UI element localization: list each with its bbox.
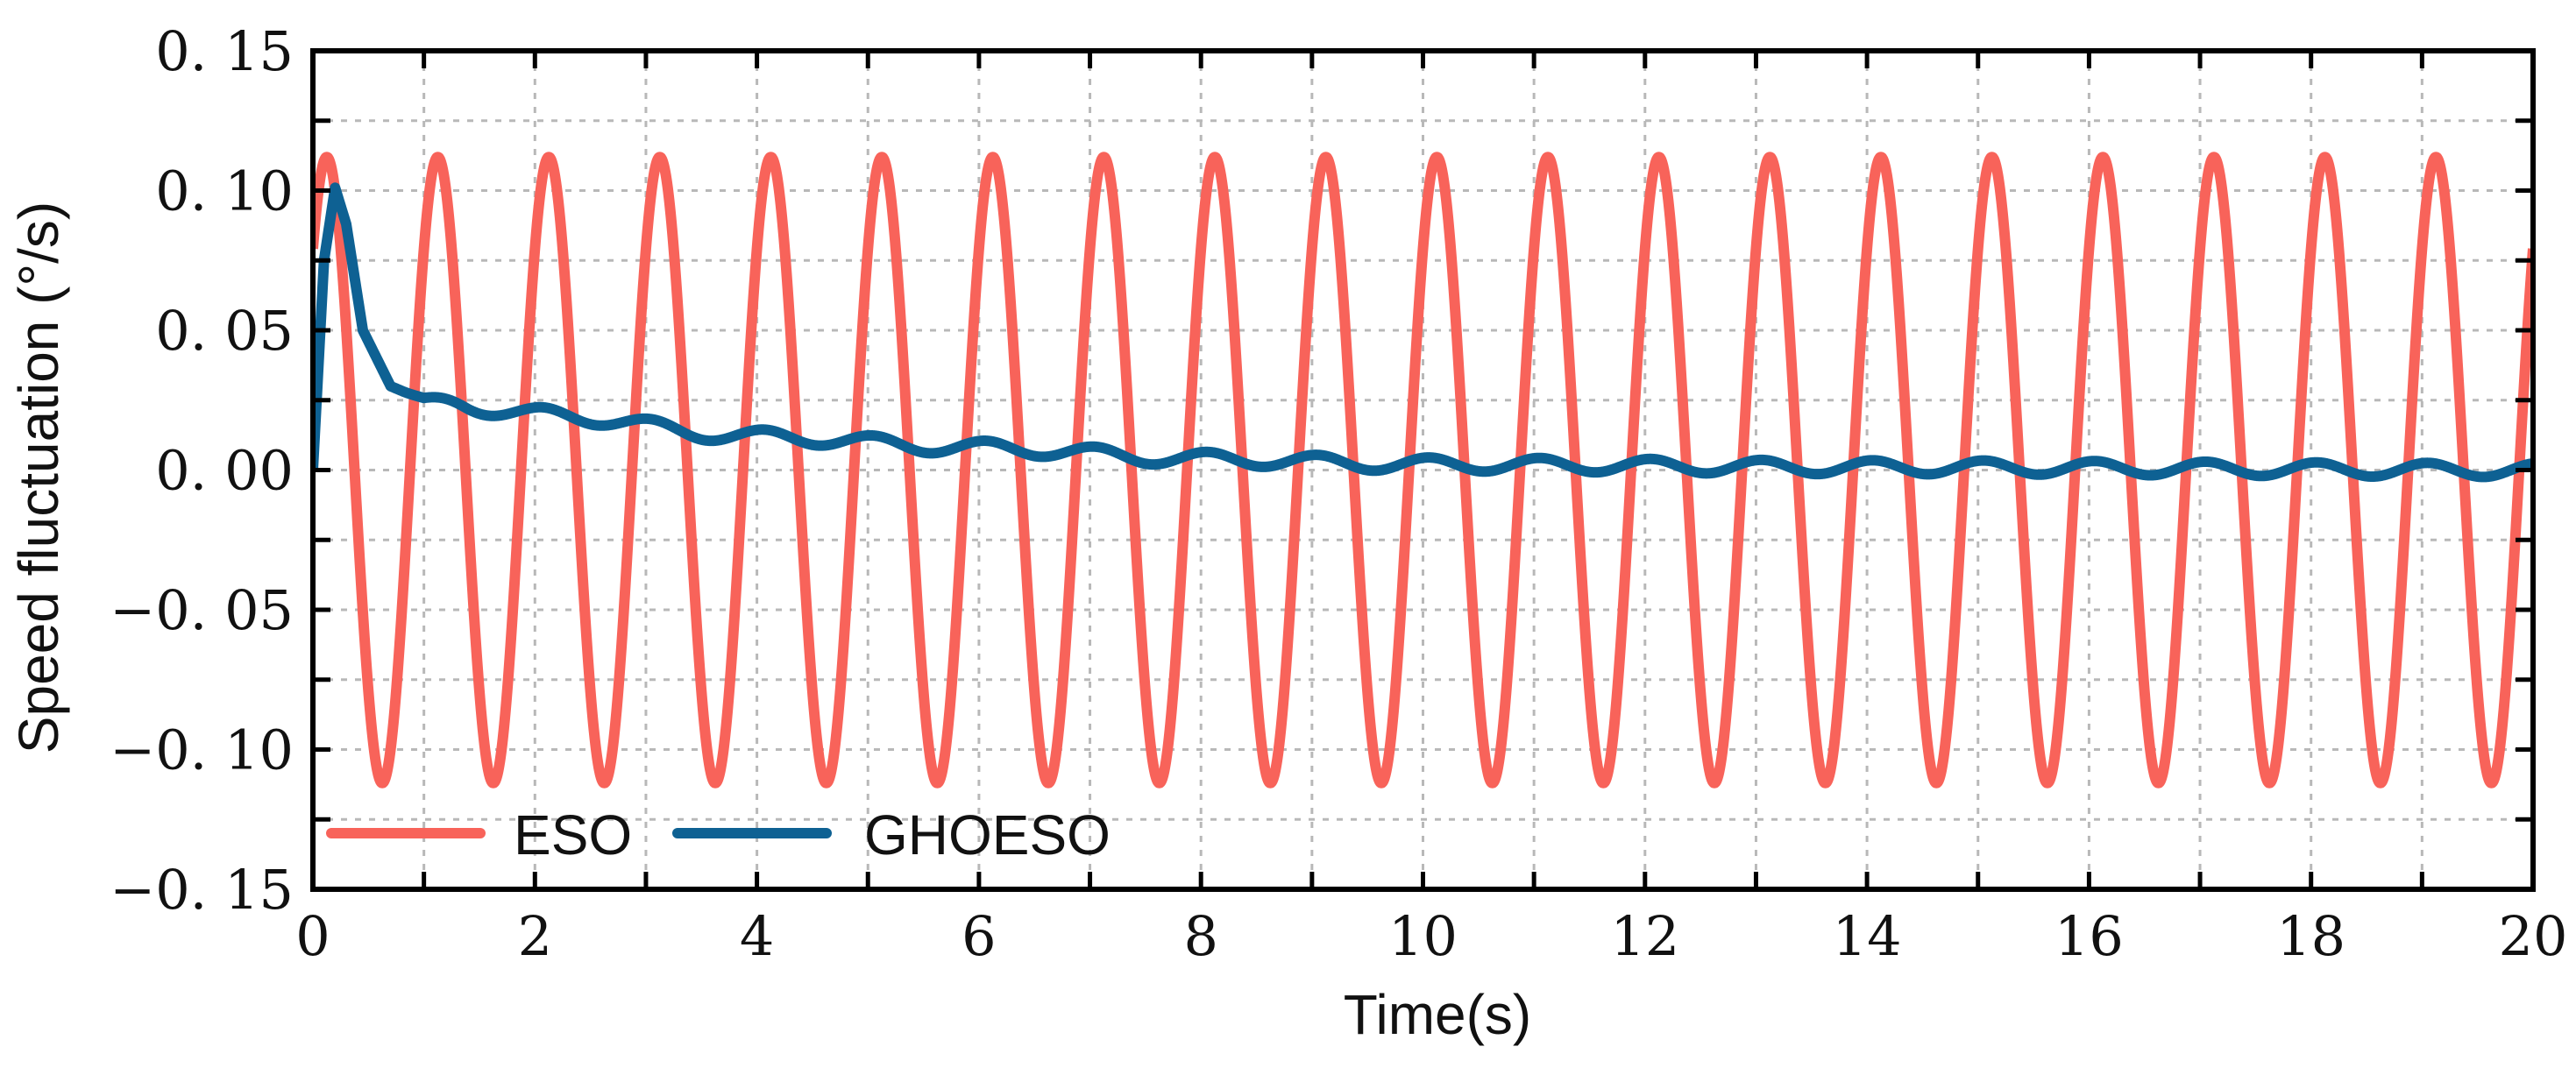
legend-label-ghoeso: GHOESO xyxy=(864,803,1111,866)
tick-layer xyxy=(313,51,2533,889)
x-tick-label: 18 xyxy=(2276,904,2345,968)
y-tick-label: −0. 05 xyxy=(110,578,294,642)
legend: ESO GHOESO xyxy=(326,803,1111,866)
x-tick-label: 12 xyxy=(1610,904,1679,968)
x-tick-label: 14 xyxy=(1833,904,1902,968)
series-line-eso xyxy=(313,152,2533,789)
x-tick-label: 10 xyxy=(1388,904,1458,968)
x-tick-label: 2 xyxy=(518,904,552,968)
x-tick-label: 0 xyxy=(295,904,330,968)
y-tick-labels: 0. 15 0. 10 0. 05 0. 00 −0. 05 −0. 10 −0. 15 xyxy=(110,19,294,922)
y-tick-label: 0. 05 xyxy=(155,299,294,363)
legend-label-eso: ESO xyxy=(514,803,632,866)
y-axis-title: Speed fluctuation (°/s) xyxy=(7,202,70,753)
x-tick-labels: 0 2 4 6 8 10 12 14 16 18 20 xyxy=(295,904,2567,968)
series-layer xyxy=(313,152,2533,789)
x-tick-label: 6 xyxy=(962,904,996,968)
y-tick-label: −0. 15 xyxy=(110,858,294,922)
y-tick-label: −0. 10 xyxy=(110,718,294,782)
y-tick-label: 0. 10 xyxy=(155,159,294,223)
x-tick-label: 16 xyxy=(2054,904,2124,968)
x-tick-label: 4 xyxy=(740,904,774,968)
y-tick-label: 0. 00 xyxy=(155,439,294,503)
x-tick-label: 8 xyxy=(1183,904,1217,968)
y-tick-label: 0. 15 xyxy=(155,19,294,83)
x-axis-title: Time(s) xyxy=(1344,983,1531,1046)
x-tick-label: 20 xyxy=(2499,904,2568,968)
series-line-ghoeso xyxy=(313,182,2533,483)
